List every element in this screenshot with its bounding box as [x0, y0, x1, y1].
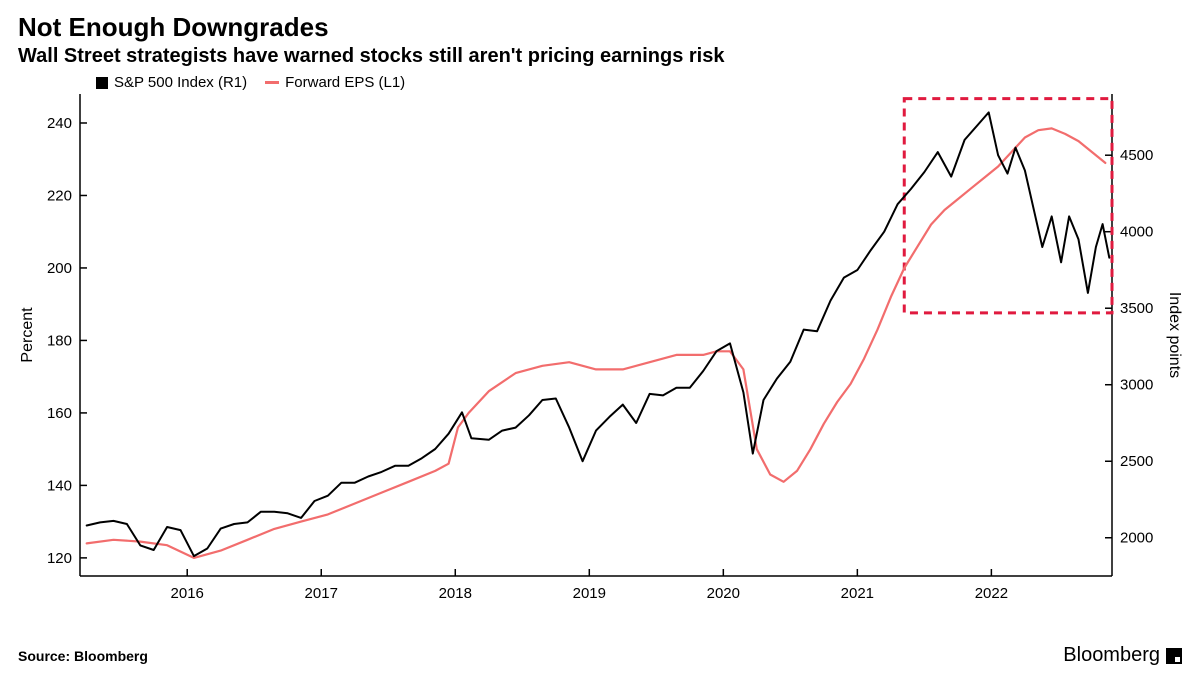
brand-icon: [1166, 648, 1182, 664]
svg-text:3000: 3000: [1120, 377, 1153, 394]
svg-text:2019: 2019: [573, 585, 606, 602]
legend-swatch-black-icon: [96, 77, 108, 89]
svg-text:2000: 2000: [1120, 530, 1153, 547]
svg-text:180: 180: [47, 332, 72, 349]
chart-area: S&P 500 Index (R1) Forward EPS (L1) 1201…: [18, 74, 1182, 622]
svg-text:220: 220: [47, 187, 72, 204]
svg-text:2022: 2022: [975, 585, 1008, 602]
svg-text:3500: 3500: [1120, 300, 1153, 317]
svg-text:4000: 4000: [1120, 224, 1153, 241]
legend-label-sp500: S&P 500 Index (R1): [114, 74, 247, 91]
svg-text:2500: 2500: [1120, 453, 1153, 470]
legend-label-eps: Forward EPS (L1): [285, 74, 405, 91]
chart-title: Not Enough Downgrades: [18, 12, 1182, 43]
svg-text:2021: 2021: [841, 585, 874, 602]
chart-svg: 120 140 160 180 200 220 240 2000 2500 3000 3500 400…: [18, 74, 1182, 622]
svg-text:Percent: Percent: [19, 307, 36, 363]
svg-text:2018: 2018: [439, 585, 472, 602]
svg-text:2017: 2017: [305, 585, 338, 602]
svg-text:240: 240: [47, 115, 72, 132]
brand-label: Bloomberg: [1063, 644, 1182, 667]
legend-swatch-red-icon: [265, 81, 279, 84]
source-label: Source: Bloomberg: [18, 648, 148, 664]
legend-item-eps: Forward EPS (L1): [265, 74, 405, 91]
brand-text: Bloomberg: [1063, 644, 1160, 667]
svg-text:200: 200: [47, 260, 72, 277]
svg-text:2016: 2016: [171, 585, 204, 602]
svg-text:4500: 4500: [1120, 147, 1153, 164]
chart-subtitle: Wall Street strategists have warned stoc…: [18, 45, 1182, 68]
svg-text:120: 120: [47, 550, 72, 567]
svg-text:160: 160: [47, 405, 72, 422]
legend: S&P 500 Index (R1) Forward EPS (L1): [96, 74, 405, 91]
svg-text:140: 140: [47, 477, 72, 494]
svg-text:Index points: Index points: [1166, 292, 1182, 378]
svg-text:2020: 2020: [707, 585, 740, 602]
legend-item-sp500: S&P 500 Index (R1): [96, 74, 247, 91]
